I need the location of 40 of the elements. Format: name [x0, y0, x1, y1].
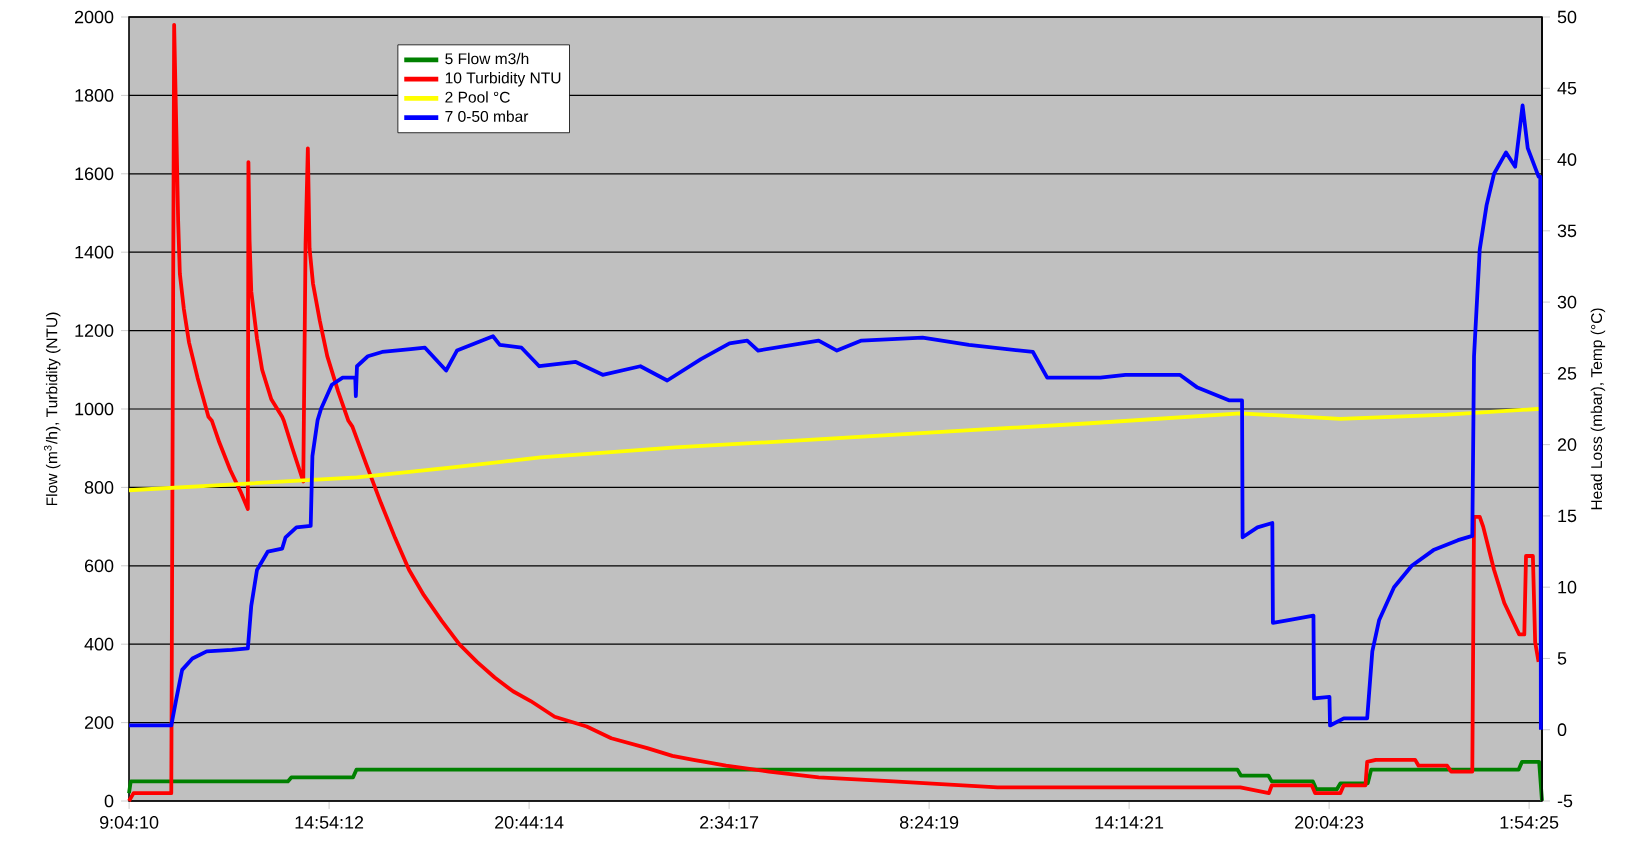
y2-tick-label: 10: [1558, 580, 1577, 594]
x-tick-label: 20:04:23: [1295, 816, 1364, 829]
legend-label: 2 Pool °C: [445, 91, 510, 103]
x-tick-label: 2:34:17: [700, 816, 759, 829]
y-tick-label: 0: [104, 794, 114, 808]
y2-tick-label: 50: [1557, 10, 1577, 24]
x-tick-label: 1:54:25: [1500, 816, 1559, 829]
y2-tick-label: 45: [1557, 82, 1577, 95]
x-tick-label: 20:44:14: [495, 816, 564, 829]
y-tick-label: 1000: [75, 402, 114, 416]
y-axis-title: Flow (m$^{3}$/h), Turbidity (NTU): [43, 312, 61, 506]
y2-tick-label: 15: [1558, 509, 1577, 523]
legend-label: 10 Turbidity NTU: [445, 72, 561, 87]
y2-tick-label: 30: [1557, 295, 1577, 309]
y2-tick-label: 20: [1557, 438, 1577, 451]
y2-tick-label: 40: [1557, 153, 1577, 166]
line-series: [127, 22, 1541, 803]
y2-tick-label: 0: [1557, 723, 1567, 737]
y-tick-label: 1200: [75, 324, 114, 337]
y-tick-label: 1400: [75, 245, 114, 259]
legend-label: 7 0-50 mbar: [445, 110, 529, 122]
y-tick-label: 1600: [75, 167, 114, 181]
y-tick-label: 400: [84, 637, 114, 651]
y2-tick-label: -5: [1557, 794, 1573, 808]
x-tick-label: 9:04:10: [100, 816, 159, 829]
y2-tick-label: 35: [1557, 224, 1577, 238]
y2-tick-label: 25: [1557, 367, 1577, 380]
y-tick-label: 600: [84, 559, 114, 573]
x-tick-label: 14:54:12: [295, 816, 364, 829]
y-tick-label: 1800: [75, 89, 114, 102]
y-tick-label: 2000: [75, 10, 114, 24]
x-tick-label: 8:24:19: [899, 816, 959, 829]
y2-axis-title: Head Loss (mbar), Temp (°C): [1590, 308, 1606, 510]
y2-tick-label: 5: [1557, 652, 1567, 665]
y-tick-label: 200: [84, 716, 114, 729]
y-tick-label: 800: [84, 481, 114, 494]
x-tick-label: 14:14:21: [1095, 816, 1164, 829]
line-series: [127, 759, 1544, 803]
legend-label: 5 Flow m3/h: [445, 52, 529, 65]
line-series: [127, 103, 1543, 732]
